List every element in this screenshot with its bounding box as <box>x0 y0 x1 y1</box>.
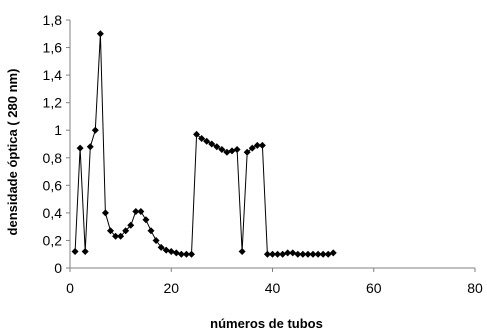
data-point-marker <box>122 227 130 235</box>
data-point-marker <box>258 141 266 149</box>
data-point-marker <box>263 250 271 258</box>
data-point-marker <box>253 141 261 149</box>
data-point-marker <box>208 140 216 148</box>
data-point-marker <box>112 232 120 240</box>
data-point-marker <box>203 137 211 145</box>
data-point-marker <box>96 30 104 38</box>
data-point-marker <box>319 250 327 258</box>
y-tick-label: 1,2 <box>43 95 63 111</box>
data-point-marker <box>86 143 94 151</box>
data-point-marker <box>309 250 317 258</box>
y-tick-label: 1 <box>54 122 62 138</box>
data-point-marker <box>193 130 201 138</box>
data-point-marker <box>223 148 231 156</box>
x-axis-title: números de tubos <box>210 316 323 331</box>
data-point-marker <box>177 250 185 258</box>
y-tick-label: 0,8 <box>43 150 63 166</box>
data-point-marker <box>107 227 114 235</box>
data-point-marker <box>172 249 180 257</box>
data-point-marker <box>117 232 125 240</box>
x-tick-label: 60 <box>366 280 382 296</box>
data-point-marker <box>76 144 84 152</box>
data-point-marker <box>127 221 135 229</box>
data-point-marker <box>198 134 206 142</box>
data-point-marker <box>284 249 292 257</box>
y-tick-label: 0 <box>54 260 62 276</box>
y-tick-label: 0,4 <box>43 205 63 221</box>
data-point-marker <box>132 208 140 216</box>
data-point-marker <box>289 249 297 257</box>
data-point-marker <box>157 243 165 251</box>
data-point-marker <box>142 216 150 224</box>
data-point-marker <box>243 148 251 156</box>
x-tick-label: 80 <box>467 280 483 296</box>
data-point-marker <box>71 247 79 255</box>
data-point-marker <box>137 208 145 216</box>
data-point-marker <box>233 146 241 154</box>
data-point-marker <box>81 247 89 255</box>
data-point-marker <box>167 247 175 255</box>
data-point-marker <box>248 144 256 152</box>
y-tick-label: 0,2 <box>43 232 63 248</box>
y-tick-label: 1,4 <box>43 67 63 83</box>
ticks: 0 0,2 0,4 0,6 0,8 1 1,2 1,4 1,6 1,8 0 20 40 60 80 <box>43 12 483 296</box>
data-point-marker <box>294 250 302 258</box>
y-tick-label: 1,8 <box>43 12 63 28</box>
series-line <box>74 33 334 255</box>
data-point-marker <box>299 250 307 258</box>
data-point-marker <box>324 250 332 258</box>
data-point-marker <box>304 250 312 258</box>
data-point-marker <box>147 227 155 235</box>
data-point-marker <box>238 247 246 255</box>
data-point-marker <box>152 236 160 244</box>
data-point-marker <box>269 250 276 258</box>
data-point-marker <box>188 250 195 258</box>
x-tick-label: 40 <box>265 280 281 296</box>
plot-area <box>71 30 337 258</box>
data-point-marker <box>329 249 337 257</box>
data-point-marker <box>91 126 99 134</box>
data-point-marker <box>101 209 109 217</box>
data-point-marker <box>314 250 322 258</box>
y-tick-label: 0,6 <box>43 177 63 193</box>
data-point-marker <box>162 246 170 254</box>
axes <box>69 20 475 269</box>
x-tick-label: 0 <box>66 280 74 296</box>
y-axis-title: densidade óptica ( 280 nm) <box>5 69 20 236</box>
data-point-marker <box>228 147 236 155</box>
data-point-marker <box>182 250 190 258</box>
data-point-marker <box>274 250 282 258</box>
data-point-marker <box>213 143 221 151</box>
data-point-marker <box>218 146 226 154</box>
x-tick-label: 20 <box>163 280 179 296</box>
y-tick-label: 1,6 <box>43 40 63 56</box>
data-point-marker <box>279 250 287 258</box>
